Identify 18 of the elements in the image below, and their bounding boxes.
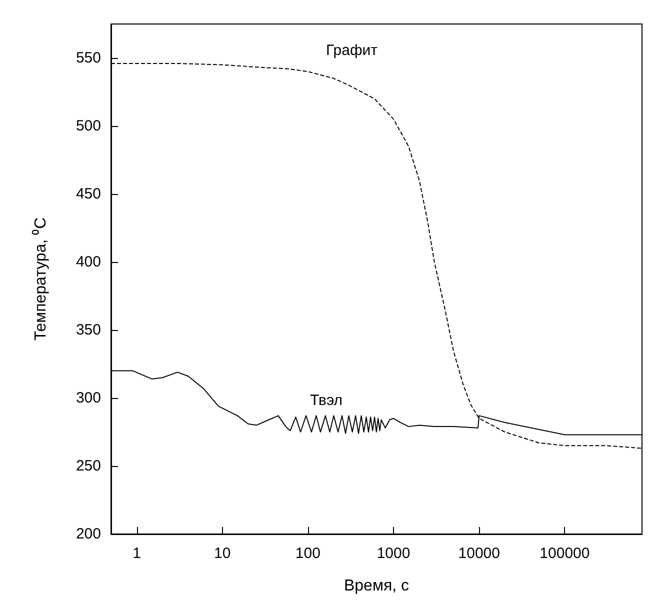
annotation: Твэл: [310, 392, 343, 409]
x-tick-label: 10: [214, 545, 231, 562]
x-tick-label: 100: [295, 545, 320, 562]
y-axis-title: Температура, ⁰C: [32, 217, 50, 341]
x-axis-title: Время, с: [344, 578, 410, 594]
y-tick-label: 550: [76, 50, 101, 66]
y-tick-label: 250: [76, 458, 101, 474]
y-tick-label: 350: [76, 322, 101, 338]
x-tick-label: 100000: [540, 545, 590, 562]
y-tick-label: 300: [76, 390, 101, 406]
y-tick-label: 200: [76, 526, 101, 542]
annotation: Графит: [326, 42, 378, 59]
x-tick-label: 10000: [458, 545, 500, 562]
x-tick-label: 1: [132, 545, 141, 562]
x-tick-label: 1000: [376, 545, 410, 562]
y-tick-label: 450: [76, 186, 101, 202]
y-tick-label: 400: [76, 254, 101, 270]
y-tick-label: 500: [76, 118, 101, 134]
